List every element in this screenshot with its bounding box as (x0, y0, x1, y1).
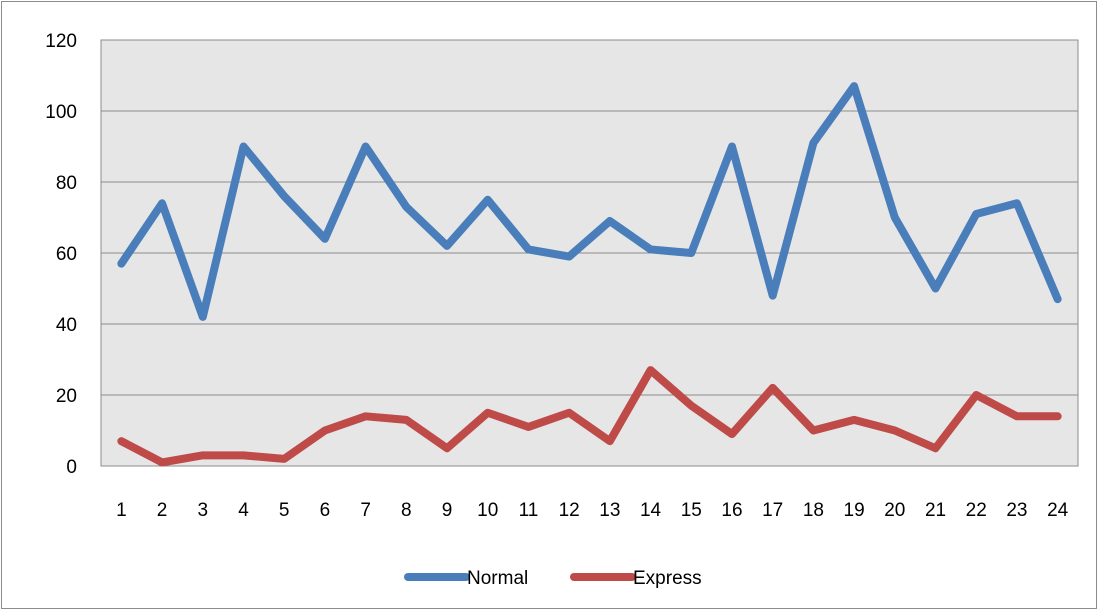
data-point-express (729, 431, 735, 437)
data-point-normal (973, 211, 979, 217)
data-point-express (648, 367, 654, 373)
series-lines (117, 82, 1062, 467)
x-tick-label: 19 (844, 500, 865, 521)
x-tick-label: 2 (157, 500, 168, 521)
data-point-normal (281, 193, 287, 199)
data-point-normal (729, 144, 735, 150)
x-tick-label: 5 (279, 500, 290, 521)
data-point-express (1014, 413, 1020, 419)
data-point-normal (525, 246, 531, 252)
data-point-express (933, 445, 939, 451)
x-tick-label: 7 (360, 500, 371, 521)
y-tick-label: 40 (56, 315, 77, 336)
data-point-express (770, 385, 776, 391)
x-tick-label: 18 (803, 500, 824, 521)
data-point-normal (688, 250, 694, 256)
data-point-express (973, 392, 979, 398)
data-point-express (363, 413, 369, 419)
legend: Normal Express (404, 568, 702, 589)
y-tick-label: 120 (45, 31, 77, 52)
data-point-normal (1055, 296, 1061, 302)
x-tick-label: 11 (519, 500, 539, 521)
x-axis-tick-labels: 1 2 3 4 5 6 7 8 9 10 11 12 13 14 15 16 17 18 19 20 21 22 23 24 (116, 500, 1069, 521)
x-tick-label: 6 (320, 500, 331, 521)
data-point-express (281, 456, 287, 462)
data-point-normal (403, 204, 409, 210)
data-point-normal (770, 293, 776, 299)
data-point-normal (322, 236, 328, 242)
data-point-normal (444, 243, 450, 249)
data-point-express (1055, 413, 1061, 419)
y-tick-label: 80 (56, 173, 77, 194)
data-point-normal (933, 286, 939, 292)
data-point-express (607, 438, 613, 444)
data-point-express (118, 438, 124, 444)
data-point-express (403, 417, 409, 423)
gridlines (101, 110, 1078, 396)
x-tick-label: 20 (884, 500, 905, 521)
legend-label-normal: Normal (467, 568, 528, 589)
series-line-normal (117, 82, 1062, 321)
x-tick-label: 1 (116, 500, 127, 521)
x-tick-label: 10 (477, 500, 498, 521)
x-tick-label: 14 (640, 500, 662, 521)
data-point-express (200, 452, 206, 458)
x-tick-label: 13 (599, 500, 620, 521)
data-point-normal (485, 197, 491, 203)
data-point-normal (648, 246, 654, 252)
data-point-express (851, 417, 857, 423)
data-point-normal (200, 314, 206, 320)
data-point-normal (607, 218, 613, 224)
data-point-normal (363, 144, 369, 150)
data-point-express (810, 428, 816, 434)
data-point-express (444, 445, 450, 451)
x-tick-label: 22 (966, 500, 987, 521)
data-point-express (688, 403, 694, 409)
data-point-express (322, 428, 328, 434)
data-point-express (485, 410, 491, 416)
y-tick-label: 100 (45, 102, 77, 123)
x-tick-label: 24 (1047, 500, 1069, 521)
y-tick-label: 60 (56, 244, 77, 265)
y-tick-label: 20 (56, 386, 77, 407)
x-tick-label: 4 (238, 500, 249, 521)
x-tick-label: 21 (925, 500, 946, 521)
data-point-normal (1014, 200, 1020, 206)
x-tick-label: 3 (197, 500, 208, 521)
data-point-normal (159, 200, 165, 206)
data-point-express (566, 410, 572, 416)
data-point-normal (810, 140, 816, 146)
x-tick-label: 17 (762, 500, 783, 521)
y-tick-label: 0 (66, 457, 77, 478)
data-point-normal (851, 83, 857, 89)
series-line-express (117, 366, 1062, 467)
data-point-normal (566, 254, 572, 260)
data-point-express (159, 459, 165, 465)
x-tick-label: 15 (681, 500, 702, 521)
data-point-express (892, 428, 898, 434)
data-point-express (525, 424, 531, 430)
legend-label-express: Express (633, 568, 702, 589)
data-point-express (240, 452, 246, 458)
data-point-normal (118, 261, 124, 267)
y-axis-tick-labels: 0 20 40 60 80 100 120 (45, 31, 77, 478)
data-point-normal (892, 215, 898, 221)
data-point-normal (240, 144, 246, 150)
x-tick-label: 12 (559, 500, 580, 521)
x-tick-label: 23 (1006, 500, 1027, 521)
x-tick-label: 16 (721, 500, 742, 521)
x-tick-label: 9 (442, 500, 453, 521)
x-tick-label: 8 (401, 500, 412, 521)
